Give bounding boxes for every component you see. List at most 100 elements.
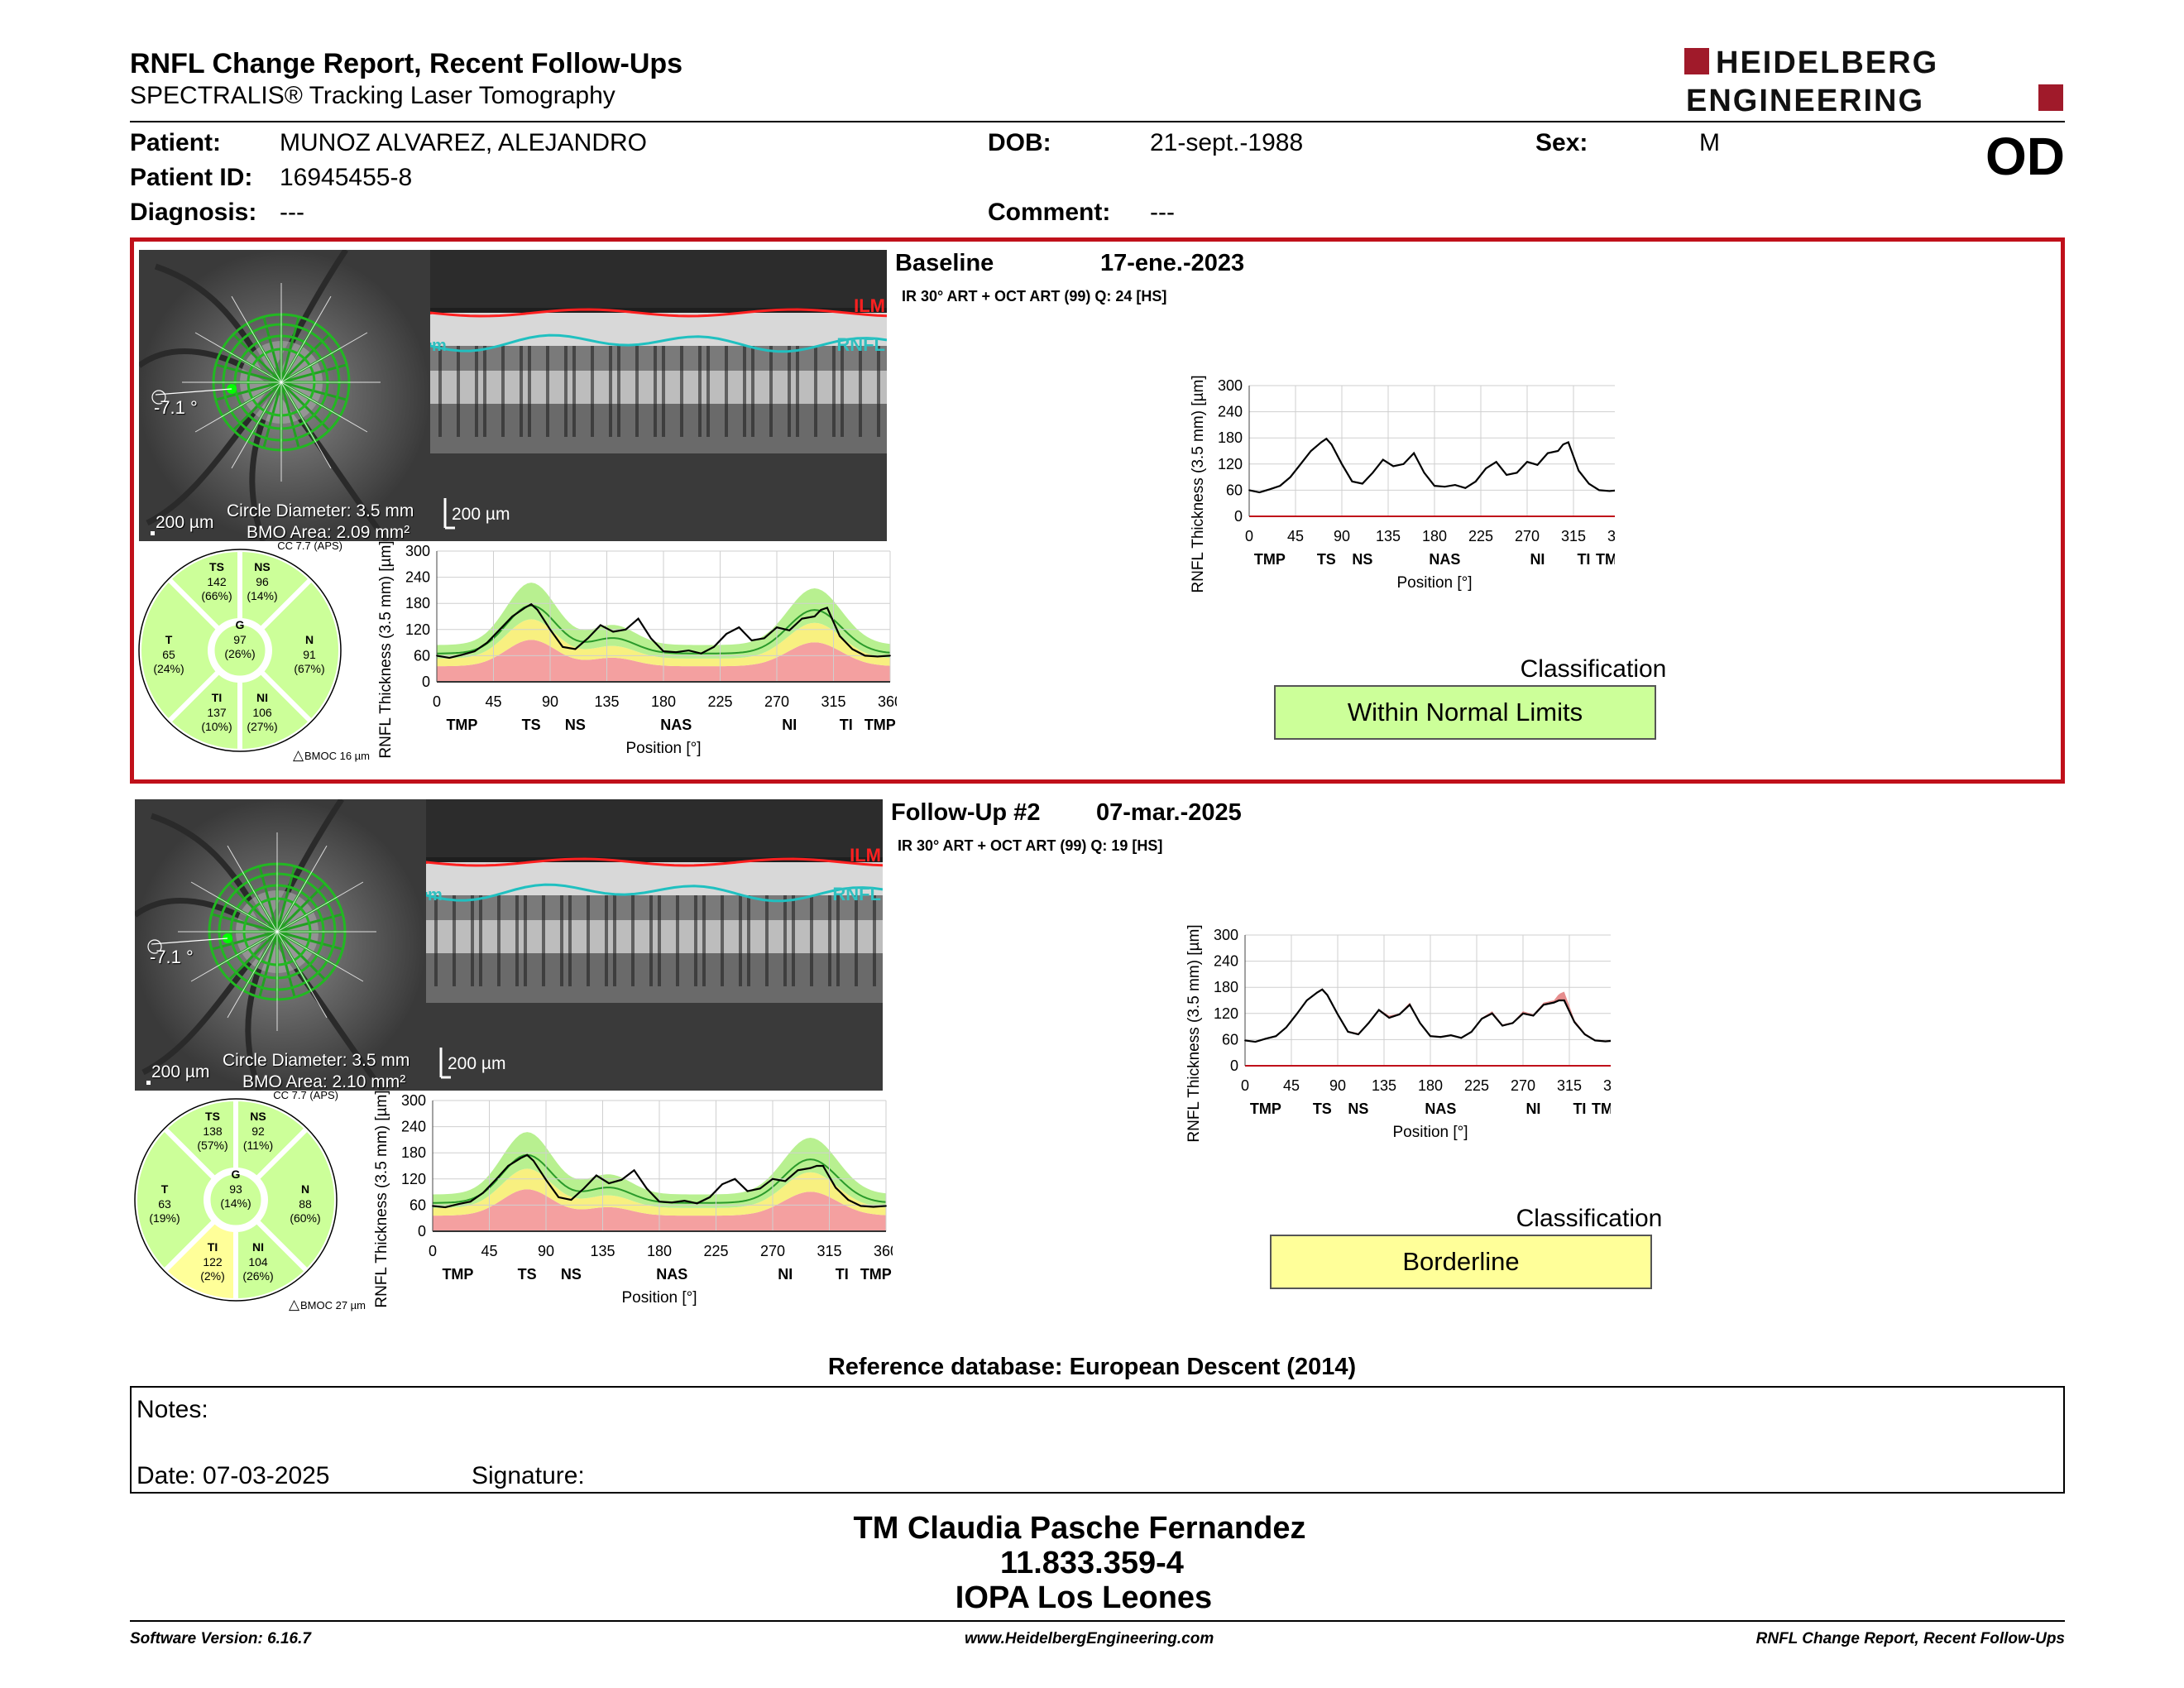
rnfl-data-point [712,645,715,648]
sector-percent: (14%) [220,1196,251,1210]
rnfl-data-point [574,648,577,650]
sector-value: 91 [303,648,316,661]
notes-label: Notes: [136,1396,208,1423]
x-tick-label: 315 [1557,1077,1582,1094]
x-tick-label: 180 [1422,528,1447,544]
software-version: Software Version: 6.16.7 [130,1630,311,1647]
sector-percent: (66%) [201,589,232,602]
rnfl-profile-line [1244,988,1611,1043]
rnfl-data-point [1506,474,1508,476]
x-tick-label: 225 [707,693,732,710]
comment-label: Comment: [988,199,1111,226]
rnfl-data-point [1434,485,1435,487]
heidelberg-logo: HEIDELBERG ENGINEERING [1684,46,2063,116]
patient-id-label: Patient ID: [130,164,253,191]
rnfl-data-point [776,626,778,629]
sector-value: 106 [252,706,272,719]
y-tick-label: 120 [405,621,430,638]
ilm-label: ILM [854,295,885,316]
rnfl-data-point [1557,450,1559,452]
rnfl-data-point [457,1203,459,1206]
reference-database: Reference database: European Descent (20… [827,1354,1357,1380]
sector-name: G [236,618,245,631]
wheel-outline [138,549,342,752]
y-tick-label: 60 [1226,482,1243,498]
rnfl-data-point [663,650,664,653]
rnfl-data-point [1305,1000,1308,1001]
rnfl-data-point [1351,480,1353,482]
oct-layers: ILM RNFL m 200 µm [426,799,883,1091]
y-tick-label: 0 [1234,508,1243,525]
ilm-line [426,857,883,867]
sector-thickness-wheel: TS 138(57%) NS 92(11%) T63(19%) G93(14%) N88(6… [132,1089,366,1312]
rnfl-data-point [763,637,765,640]
rnfl-data-point [700,652,702,655]
x-tick-label: 0 [1241,1077,1249,1094]
rnfl-data-point [1430,1035,1431,1038]
rnfl-data-point [1289,476,1291,478]
rnfl-data-point [1532,1014,1535,1017]
cc-label: CC 7.7 (APS) [277,539,342,552]
rnfl-data-point [524,607,526,609]
rnfl-data-point [1502,1024,1504,1027]
x-tick-label: 0 [1245,528,1253,544]
x-tick-label: 45 [1287,528,1304,544]
patient-id-value: 16945455-8 [280,164,413,191]
rnfl-data-point [495,1178,497,1181]
sex-value: M [1699,129,1720,156]
delta-icon: △ [289,1297,300,1312]
rnfl-data-point [1562,444,1564,445]
x-tick-label: 270 [1511,1077,1535,1094]
sector-name: NS [250,1110,266,1123]
sector-axis-label: TI [1577,551,1590,568]
website-link[interactable]: www.HeidelbergEngineering.com [965,1630,1214,1647]
sector-axis-label: NI [1530,551,1545,568]
sector-g [206,1170,266,1230]
rnfl-data-point [1326,994,1329,996]
y-axis-title: RNFL Thickness (3.5 mm) [µm] [373,1090,390,1307]
sector-name: TS [205,1110,220,1123]
y-tick-label: 120 [1214,1005,1238,1022]
rnfl-data-point [582,1187,585,1190]
rnfl-data-point [469,1201,472,1203]
sector-percent: (26%) [224,647,255,660]
fundus-image: -7.1 ° 200 µm Circle Diameter: 3.5 mm BMO A… [139,250,430,541]
sector-percent: (24%) [153,662,184,675]
sector-axis-label: TS [1317,551,1336,568]
y-tick-label: 240 [405,569,430,586]
rnfl-data-point [1516,472,1518,474]
rnfl-data-point [1444,486,1446,488]
x-tick-label: 360 [1607,528,1615,544]
x-tick-label: 360 [878,693,897,710]
rnfl-data-point [608,1182,611,1184]
x-tick-label: 180 [651,693,676,710]
rnfl-data-point [1594,1039,1597,1042]
rnfl-data-point [1279,485,1281,487]
x-axis-title: Position [°] [625,740,701,757]
rnfl-data-point [532,1159,534,1162]
rnfl-data-point [1542,1004,1545,1006]
rnfl-data-point [750,640,753,641]
rnfl-data-point [1583,1033,1586,1035]
rnfl-data-point [1367,1022,1370,1024]
rnfl-profile-line [1248,437,1615,494]
rnfl-data-point [809,1167,812,1169]
rnfl-data-point [1357,1033,1359,1035]
diagnosis-value: --- [280,199,304,226]
rnfl-data-point [1310,450,1312,452]
rnfl-change-chart: 0 60 120 180 240 300 0 45 90 135 180 225 270 315 360 TM… [1190,375,1615,593]
sector-axis-label: TI [836,1266,849,1283]
rnfl-data-point [526,1153,529,1156]
rnfl-data-point [1320,441,1323,444]
angle-label: -7.1 ° [150,947,194,967]
x-tick-label: 135 [594,693,619,710]
x-tick-label: 360 [874,1243,893,1259]
sector-axis-label: NS [1352,551,1372,568]
sector-percent: (57%) [197,1139,228,1152]
rnfl-data-point [1392,465,1395,468]
delta-icon: △ [293,747,304,763]
sector-axis-label: TMP [1592,1101,1611,1117]
rnfl-data-point [1388,1017,1391,1019]
rnfl-data-point [507,1165,510,1167]
notes-box[interactable]: Notes: Date: 07-03-2025 Signature: [130,1386,2065,1494]
